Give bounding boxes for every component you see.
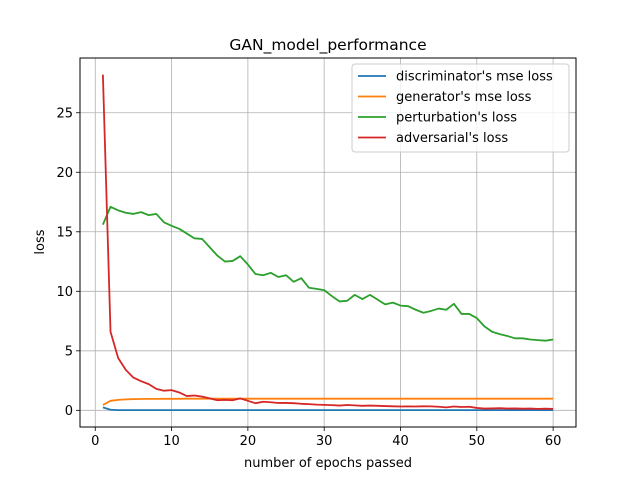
y-tick-label: 5 (65, 344, 73, 359)
x-tick-label: 60 (545, 434, 562, 449)
legend: discriminator's mse loss generator's mse … (351, 63, 570, 153)
y-tick-label: 25 (56, 106, 73, 121)
y-tick-label: 15 (56, 225, 73, 240)
axis-ticks: 0 10 20 30 40 50 60 0 5 10 15 20 25 (56, 106, 561, 449)
x-tick-label: 0 (91, 434, 99, 449)
y-axis-label: loss (33, 229, 48, 254)
legend-label-adversarial-s-loss: adversarial's loss (396, 131, 508, 146)
x-tick-label: 50 (469, 434, 486, 449)
series-lines (101, 74, 554, 412)
legend-box (351, 63, 570, 153)
x-tick-label: 30 (316, 434, 333, 449)
legend-label-generator-s-mse-loss: generator's mse loss (396, 90, 532, 105)
y-tick-label: 20 (56, 166, 73, 181)
x-tick-label: 20 (240, 434, 257, 449)
series-line-perturbation-s-loss (102, 205, 554, 342)
x-tick-label: 40 (392, 434, 409, 449)
chart-title: GAN_model_performance (229, 36, 426, 55)
legend-label-discriminator-s-mse-loss: discriminator's mse loss (396, 70, 553, 85)
series-line-adversarial-s-loss (101, 74, 554, 410)
series-line-generator-s-mse-loss (102, 397, 554, 406)
series-line-discriminator-s-mse-loss (102, 406, 554, 412)
y-tick-label: 10 (56, 285, 73, 300)
legend-label-perturbation-s-loss: perturbation's loss (396, 111, 517, 126)
y-tick-label: 0 (65, 404, 73, 419)
x-axis-label: number of epochs passed (244, 456, 412, 471)
plot-frame (79, 57, 577, 428)
x-tick-label: 10 (163, 434, 180, 449)
